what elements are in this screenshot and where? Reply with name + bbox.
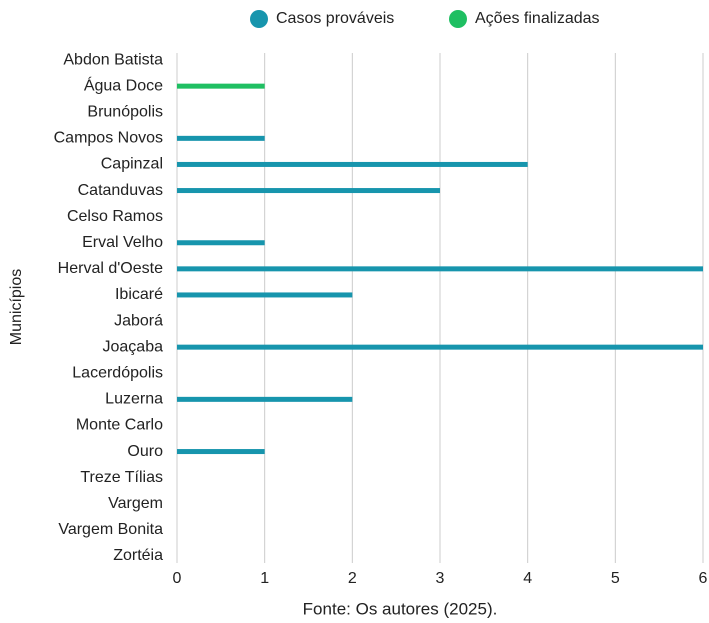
y-tick-label: Herval d'Oeste: [58, 260, 163, 277]
x-tick-label: 3: [436, 570, 445, 587]
legend-swatch: [449, 10, 467, 28]
x-tick-label: 6: [699, 570, 708, 587]
legend-label: Casos prováveis: [276, 10, 394, 27]
y-tick-label: Erval Velho: [82, 234, 163, 251]
y-tick-label: Vargem Bonita: [58, 521, 163, 538]
bar: [177, 240, 265, 246]
y-tick-label: Luzerna: [105, 391, 163, 408]
y-tick-label: Celso Ramos: [67, 208, 163, 225]
x-tick-label: 2: [348, 570, 357, 587]
y-tick-label: Treze Tílias: [80, 469, 163, 486]
y-tick-label: Jaborá: [114, 312, 163, 329]
y-tick-label: Joaçaba: [103, 338, 164, 355]
y-tick-label: Campos Novos: [54, 130, 163, 147]
y-tick-label: Água Doce: [84, 75, 163, 94]
x-tick-label: 1: [260, 570, 269, 587]
bar: [177, 344, 703, 350]
y-tick-label: Zortéia: [113, 547, 163, 564]
y-tick-label: Brunópolis: [87, 103, 163, 120]
source: Fonte: Os autores (2025).: [303, 599, 498, 618]
y-tick-label: Capinzal: [101, 156, 163, 173]
legend-swatch: [250, 10, 268, 28]
bar: [177, 135, 265, 141]
y-axis-title: Municípios: [8, 269, 25, 345]
y-tick-label: Catanduvas: [78, 182, 163, 199]
bar: [177, 449, 265, 455]
bar: [177, 266, 703, 272]
x-tick-label: 4: [523, 570, 532, 587]
y-tick-label: Ouro: [127, 443, 163, 460]
bar: [177, 188, 440, 194]
bar: [177, 396, 353, 402]
y-tick-label: Ibicaré: [115, 286, 163, 303]
y-tick-label: Monte Carlo: [76, 417, 163, 434]
x-tick-label: 5: [611, 570, 620, 587]
bar: [177, 83, 265, 89]
bar: [177, 292, 353, 298]
bar: [177, 161, 528, 167]
x-tick-label: 0: [173, 570, 182, 587]
y-tick-label: Lacerdópolis: [72, 364, 163, 381]
legend-label: Ações finalizadas: [475, 10, 600, 27]
y-tick-label: Vargem: [108, 495, 163, 512]
y-tick-label: Abdon Batista: [63, 51, 163, 68]
